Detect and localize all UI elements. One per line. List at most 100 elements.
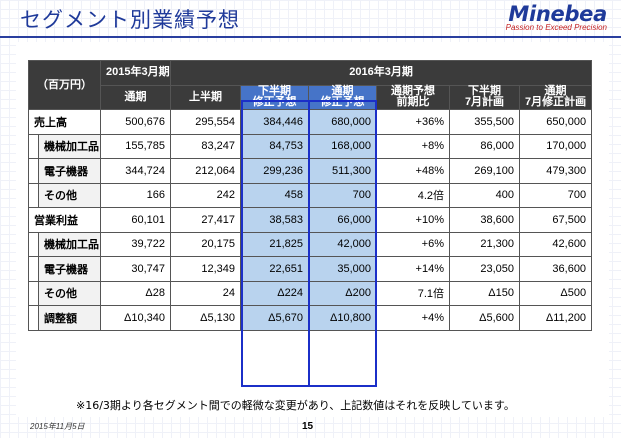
row-segment-label: 機械加工品 xyxy=(38,231,101,257)
header-row-periods: （百万円） 2015年3月期 2016年3月期 xyxy=(28,60,593,110)
table-cell: 458 xyxy=(240,182,309,208)
table-cell: 479,300 xyxy=(518,158,593,184)
row-segment-label: 機械加工品 xyxy=(38,133,101,159)
column-header: 通期 xyxy=(100,84,171,110)
table-cell: Δ5,130 xyxy=(170,305,241,331)
table-row: 売上高 500,676 295,554 384,446 680,000 +36% 355,5… xyxy=(28,109,593,135)
table-row: その他 166 242 458 700 4.2倍 400 700 xyxy=(28,182,593,208)
table-cell: Δ10,800 xyxy=(308,305,377,331)
table-row: 調整額 Δ10,340 Δ5,130 Δ5,670 Δ10,800 +4% Δ5,600 Δ1… xyxy=(28,305,593,331)
table-cell: Δ28 xyxy=(100,280,171,306)
table-cell: 67,500 xyxy=(518,207,593,233)
logo-tagline: Passion to Exceed Precision xyxy=(505,23,607,32)
table-cell: 42,600 xyxy=(518,231,593,257)
table-cell: Δ5,670 xyxy=(240,305,309,331)
title-underline xyxy=(0,36,621,38)
table-cell: Δ224 xyxy=(240,280,309,306)
table-cell: 295,554 xyxy=(170,109,241,135)
row-category-label: 売上高 xyxy=(28,109,101,135)
table-cell: 680,000 xyxy=(308,109,377,135)
period-2016-header: 2016年3月期 xyxy=(169,60,593,86)
row-segment-label: その他 xyxy=(38,280,101,306)
row-segment-label: 電子機器 xyxy=(38,256,101,282)
table-cell: +36% xyxy=(376,109,450,135)
table-row: その他 Δ28 24 Δ224 Δ200 7.1倍 Δ150 Δ500 xyxy=(28,280,593,306)
table-cell: 299,236 xyxy=(240,158,309,184)
column-header: 通期 7月修正計画 xyxy=(518,84,593,110)
row-indent xyxy=(28,280,39,306)
row-indent xyxy=(28,133,39,159)
table-cell: 83,247 xyxy=(170,133,241,159)
table-cell: Δ500 xyxy=(518,280,593,306)
table-cell: 36,600 xyxy=(518,256,593,282)
table-row: 機械加工品 155,785 83,247 84,753 168,000 +8% 86,000… xyxy=(28,133,593,159)
table-cell: +48% xyxy=(376,158,450,184)
table-cell: 42,000 xyxy=(308,231,377,257)
table-cell: 38,583 xyxy=(240,207,309,233)
table-cell: +10% xyxy=(376,207,450,233)
table-cell: 38,600 xyxy=(449,207,520,233)
table-cell: 166 xyxy=(100,182,171,208)
table-row: 電子機器 344,724 212,064 299,236 511,300 +48% 269,… xyxy=(28,158,593,184)
slide-title: セグメント別業績予想 xyxy=(20,8,240,32)
table-cell: 700 xyxy=(308,182,377,208)
column-header: 下半期 修正予想 xyxy=(240,84,309,110)
table-cell: 84,753 xyxy=(240,133,309,159)
table-cell: 20,175 xyxy=(170,231,241,257)
row-segment-label: 調整額 xyxy=(38,305,101,331)
table-cell: 7.1倍 xyxy=(376,280,450,306)
table-cell: 23,050 xyxy=(449,256,520,282)
table-cell: Δ10,340 xyxy=(100,305,171,331)
row-indent xyxy=(28,305,39,331)
table-cell: 269,100 xyxy=(449,158,520,184)
row-category-label: 営業利益 xyxy=(28,207,101,233)
table-cell: 344,724 xyxy=(100,158,171,184)
table-cell: Δ11,200 xyxy=(518,305,593,331)
table-cell: 21,825 xyxy=(240,231,309,257)
table-cell: 27,417 xyxy=(170,207,241,233)
table-cell: 24 xyxy=(170,280,241,306)
table-cell: 86,000 xyxy=(449,133,520,159)
logo-name: Minebea xyxy=(508,2,607,26)
period-2015-header: 2015年3月期 xyxy=(100,60,171,86)
table-cell: +4% xyxy=(376,305,450,331)
table-cell: +8% xyxy=(376,133,450,159)
column-header: 上半期 xyxy=(170,84,241,110)
column-header: 通期 修正予想 xyxy=(308,84,377,110)
row-segment-label: 電子機器 xyxy=(38,158,101,184)
table-cell: 66,000 xyxy=(308,207,377,233)
table-cell: 4.2倍 xyxy=(376,182,450,208)
table-cell: 355,500 xyxy=(449,109,520,135)
row-indent xyxy=(28,182,39,208)
table-cell: 650,000 xyxy=(518,109,593,135)
row-indent xyxy=(28,231,39,257)
table-cell: +6% xyxy=(376,231,450,257)
column-header: 下半期 7月計画 xyxy=(449,84,520,110)
unit-label: （百万円） xyxy=(28,60,101,110)
table-cell: 212,064 xyxy=(170,158,241,184)
table-cell: 700 xyxy=(518,182,593,208)
table-cell: Δ200 xyxy=(308,280,377,306)
company-logo: Minebea Passion to Exceed Precision xyxy=(457,2,608,32)
table-cell: 242 xyxy=(170,182,241,208)
footer-date: 2015年11月5日 xyxy=(30,422,85,431)
table-cell: 12,349 xyxy=(170,256,241,282)
table-cell: 400 xyxy=(449,182,520,208)
row-indent xyxy=(28,158,39,184)
table-cell: 22,651 xyxy=(240,256,309,282)
row-segment-label: その他 xyxy=(38,182,101,208)
page-number: 15 xyxy=(302,421,314,432)
header-row-columns: 通期 上半期 下半期 修正予想 通期 修正予想 通期予想 前期比 下半期 7月計画 通期 7月修正計画 xyxy=(29,84,593,110)
table-cell: Δ150 xyxy=(449,280,520,306)
row-indent xyxy=(28,256,39,282)
table-cell: 155,785 xyxy=(100,133,171,159)
table-cell: 168,000 xyxy=(308,133,377,159)
table-cell: 511,300 xyxy=(308,158,377,184)
table-cell: 170,000 xyxy=(518,133,593,159)
segment-forecast-table: （百万円） 2015年3月期 2016年3月期 通期 上半期 下半期 修正予想 通期 修正予想 通… xyxy=(28,60,593,331)
table-row: 電子機器 30,747 12,349 22,651 35,000 +14% 23,050 36… xyxy=(28,256,593,282)
table-row: 機械加工品 39,722 20,175 21,825 42,000 +6% 21,300 42… xyxy=(28,231,593,257)
table-cell: 60,101 xyxy=(100,207,171,233)
table-cell: Δ5,600 xyxy=(449,305,520,331)
footnote: ※16/3期より各セグメント間での軽微な変更があり、上記数値はそれを反映していま… xyxy=(76,399,515,412)
